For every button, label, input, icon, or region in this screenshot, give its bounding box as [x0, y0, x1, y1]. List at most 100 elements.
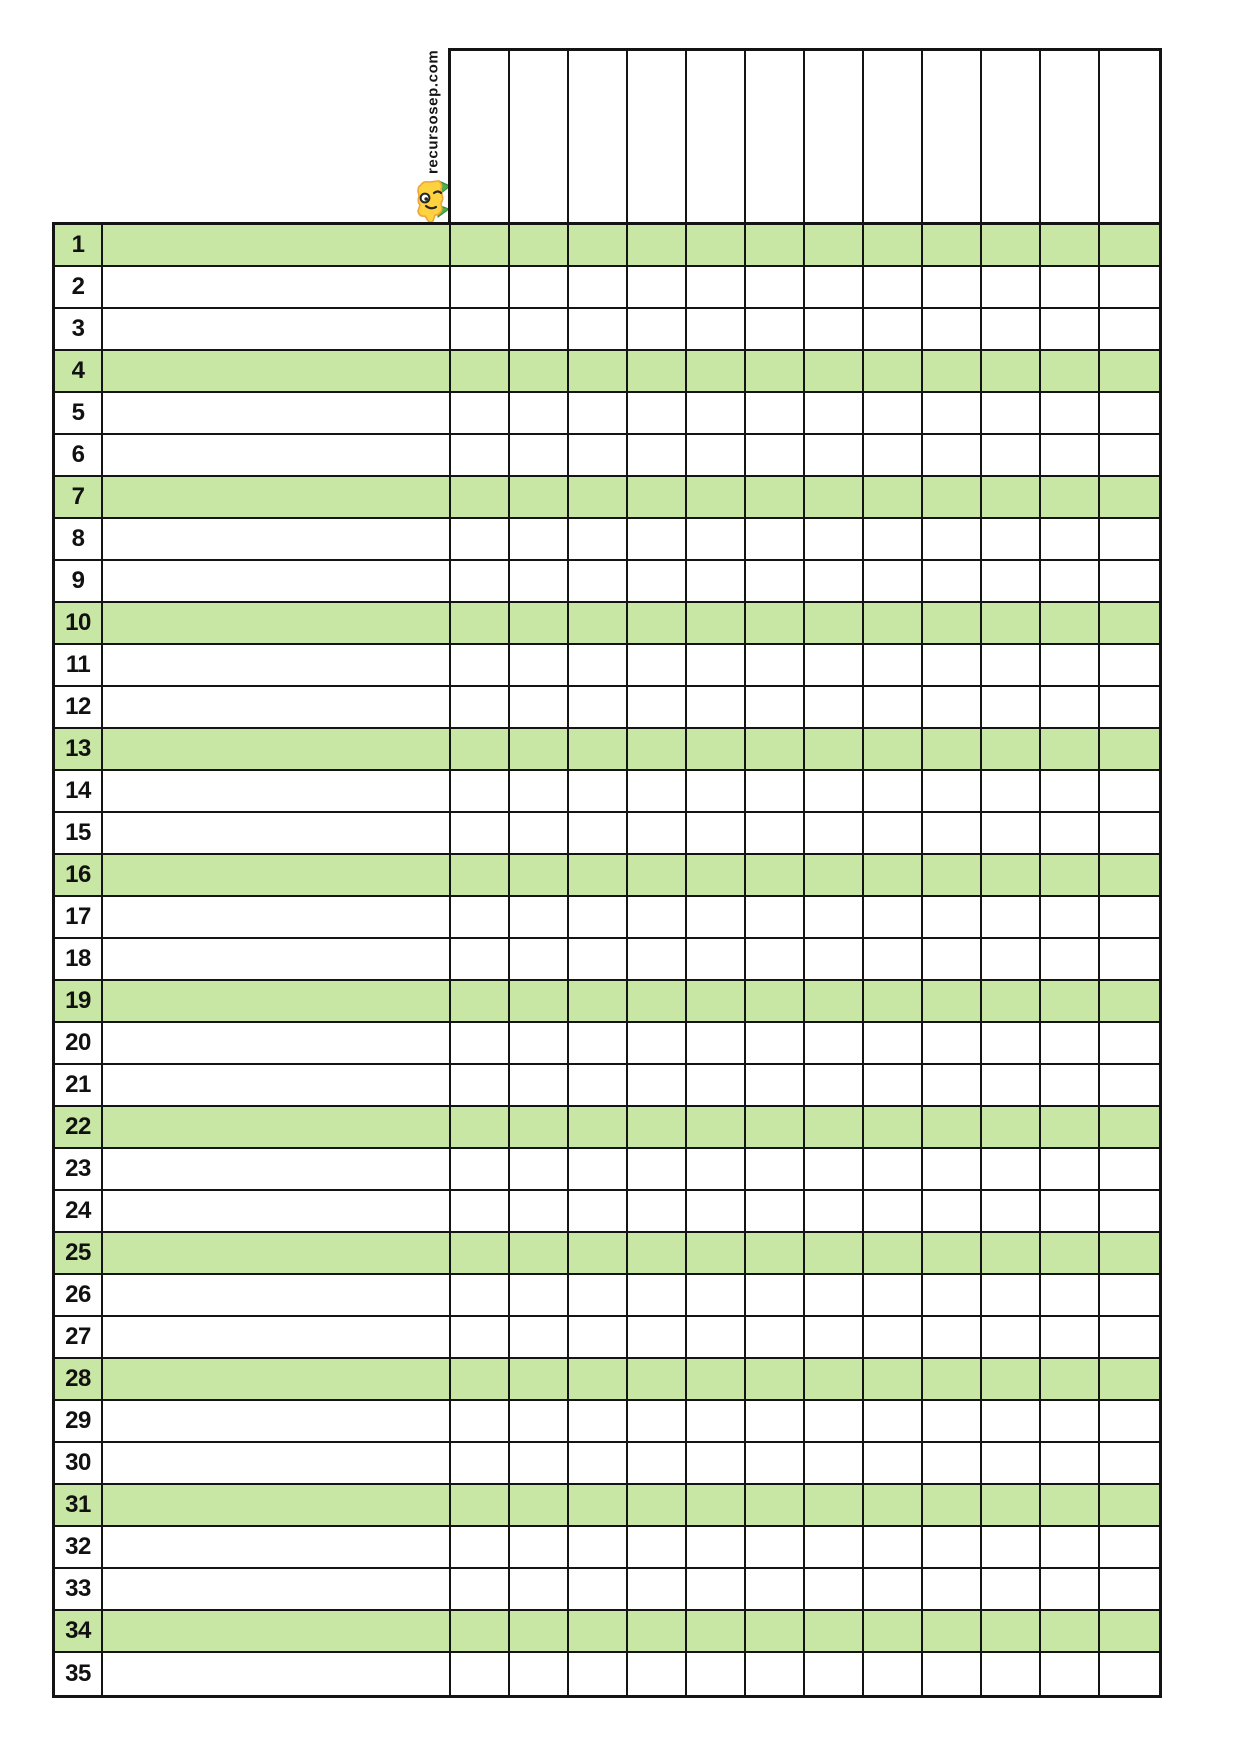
grade-cell: [923, 1065, 982, 1105]
grade-cell: [982, 897, 1041, 937]
grade-cell: [1041, 435, 1100, 475]
grade-cell: [1100, 1569, 1159, 1609]
grade-cell: [628, 1359, 687, 1399]
row-grade-cells: [451, 267, 1159, 307]
grade-cell: [746, 1485, 805, 1525]
grade-cell: [864, 309, 923, 349]
student-name-cell: [103, 897, 451, 937]
grade-header-cell: [805, 51, 864, 222]
student-name-cell: [103, 1653, 451, 1695]
grade-cell: [451, 561, 510, 601]
student-name-cell: [103, 981, 451, 1021]
grade-cell: [510, 477, 569, 517]
grade-cell: [687, 267, 746, 307]
row-grade-cells: [451, 939, 1159, 979]
grade-cell: [746, 1359, 805, 1399]
row-grade-cells: [451, 1065, 1159, 1105]
website-vertical-text: recursosep.com: [424, 49, 442, 174]
grade-cell: [687, 1275, 746, 1315]
grade-cell: [746, 645, 805, 685]
grade-cell: [687, 1611, 746, 1651]
grade-cell: [451, 1065, 510, 1105]
student-name-cell: [103, 1569, 451, 1609]
grade-cell: [1100, 225, 1159, 265]
grade-cell: [569, 1023, 628, 1063]
table-row: 2: [55, 267, 1159, 309]
grade-cell: [1100, 393, 1159, 433]
grade-cell: [982, 393, 1041, 433]
grade-cell: [923, 477, 982, 517]
grade-cell: [569, 897, 628, 937]
grade-cell: [805, 225, 864, 265]
grade-cell: [451, 771, 510, 811]
grade-cell: [923, 771, 982, 811]
grade-cell: [923, 855, 982, 895]
grade-cell: [923, 813, 982, 853]
grade-cell: [510, 729, 569, 769]
grade-cell: [569, 519, 628, 559]
pencil-mascot-icon: [417, 180, 451, 223]
student-name-cell: [103, 1191, 451, 1231]
grade-cell: [923, 897, 982, 937]
grade-cell: [569, 813, 628, 853]
row-number: 11: [55, 645, 103, 685]
student-name-cell: [103, 813, 451, 853]
row-grade-cells: [451, 477, 1159, 517]
grade-cell: [1041, 645, 1100, 685]
grade-cell: [628, 687, 687, 727]
grade-cell: [923, 393, 982, 433]
grade-cell: [1100, 435, 1159, 475]
grade-cell: [746, 1317, 805, 1357]
grade-cell: [1041, 1359, 1100, 1399]
grade-cell: [982, 1275, 1041, 1315]
row-number: 31: [55, 1485, 103, 1525]
student-name-cell: [103, 1443, 451, 1483]
grade-cell: [1041, 1233, 1100, 1273]
grade-cell: [569, 1569, 628, 1609]
grade-cell: [864, 855, 923, 895]
grade-cell: [982, 1149, 1041, 1189]
row-number: 13: [55, 729, 103, 769]
grade-cell: [451, 645, 510, 685]
grade-header-row: [448, 48, 1162, 225]
grade-cell: [1041, 1149, 1100, 1189]
grade-header-cell: [1100, 51, 1159, 222]
grade-cell: [510, 1653, 569, 1695]
grade-cell: [923, 645, 982, 685]
grade-cell: [1100, 1191, 1159, 1231]
row-grade-cells: [451, 1107, 1159, 1147]
grade-cell: [687, 1359, 746, 1399]
grade-cell: [628, 1653, 687, 1695]
grade-cell: [805, 1023, 864, 1063]
grade-cell: [687, 309, 746, 349]
grade-cell: [805, 351, 864, 391]
student-name-cell: [103, 645, 451, 685]
student-name-cell: [103, 1611, 451, 1651]
grade-cell: [1100, 1401, 1159, 1441]
row-number: 20: [55, 1023, 103, 1063]
grade-cell: [923, 1233, 982, 1273]
grade-cell: [805, 687, 864, 727]
grade-cell: [805, 981, 864, 1021]
grade-cell: [982, 1485, 1041, 1525]
grade-header-cell: [923, 51, 982, 222]
row-grade-cells: [451, 1275, 1159, 1315]
grade-cell: [687, 771, 746, 811]
grade-cell: [569, 561, 628, 601]
student-name-cell: [103, 267, 451, 307]
grade-cell: [510, 225, 569, 265]
table-row: 27: [55, 1317, 1159, 1359]
grade-cell: [510, 267, 569, 307]
table-row: 23: [55, 1149, 1159, 1191]
grade-cell: [805, 435, 864, 475]
grade-cell: [982, 855, 1041, 895]
grade-cell: [982, 1023, 1041, 1063]
grade-cell: [628, 813, 687, 853]
grade-cell: [746, 1569, 805, 1609]
grade-cell: [687, 225, 746, 265]
row-number: 29: [55, 1401, 103, 1441]
grade-cell: [746, 939, 805, 979]
grade-cell: [746, 897, 805, 937]
grade-header-cell: [628, 51, 687, 222]
grade-cell: [451, 1611, 510, 1651]
